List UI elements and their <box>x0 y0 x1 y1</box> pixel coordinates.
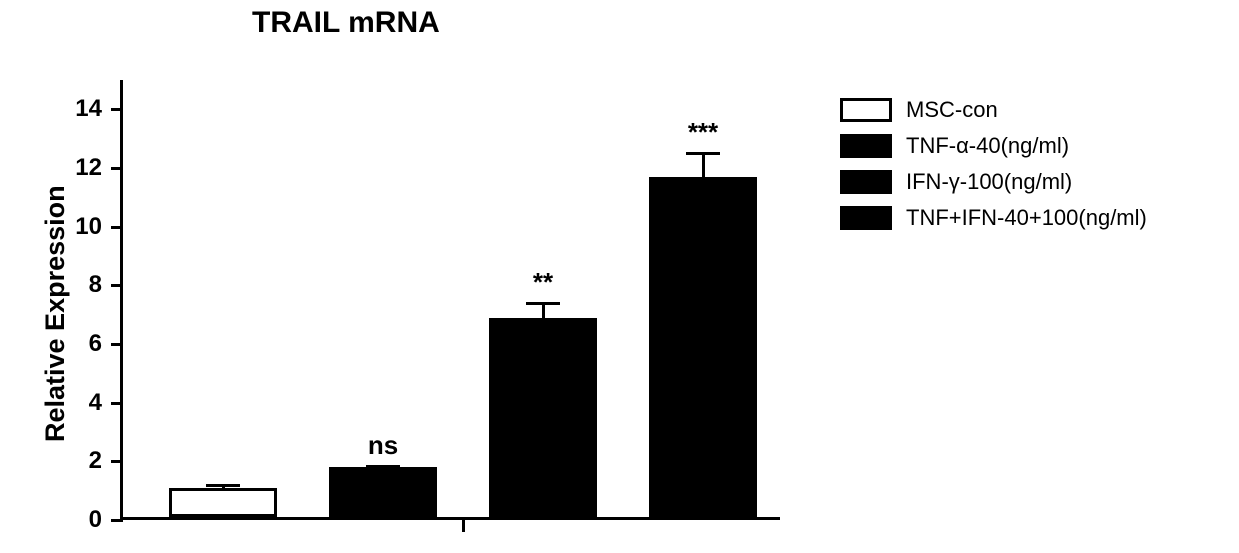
error-cap <box>366 465 400 468</box>
y-tick-label: 10 <box>52 213 102 241</box>
bar <box>169 488 277 517</box>
significance-annotation: ns <box>323 430 443 461</box>
legend-swatch <box>840 134 892 158</box>
bar <box>489 318 597 517</box>
legend-label: MSC-con <box>906 97 998 123</box>
y-tick-label: 6 <box>52 330 102 358</box>
y-tick <box>111 108 123 111</box>
y-tick-label: 4 <box>52 389 102 417</box>
significance-annotation: ** <box>483 267 603 298</box>
legend-swatch <box>840 98 892 122</box>
legend-item: TNF-α-40(ng/ml) <box>840 128 1147 164</box>
y-tick <box>111 284 123 287</box>
bar <box>649 177 757 517</box>
legend-label: IFN-γ-100(ng/ml) <box>906 169 1072 195</box>
y-tick <box>111 167 123 170</box>
error-bar <box>542 303 545 321</box>
y-tick-label: 14 <box>52 95 102 123</box>
legend-label: TNF-α-40(ng/ml) <box>906 133 1069 159</box>
legend-item: TNF+IFN-40+100(ng/ml) <box>840 200 1147 236</box>
error-bar <box>702 153 705 179</box>
y-tick-label: 0 <box>52 506 102 534</box>
y-tick <box>111 460 123 463</box>
significance-annotation: *** <box>643 117 763 148</box>
y-tick <box>111 519 123 522</box>
error-cap <box>526 302 560 305</box>
y-tick <box>111 402 123 405</box>
legend-label: TNF+IFN-40+100(ng/ml) <box>906 205 1147 231</box>
legend-swatch <box>840 206 892 230</box>
y-tick <box>111 226 123 229</box>
x-tick <box>462 520 465 532</box>
error-cap <box>206 484 240 487</box>
y-tick-label: 8 <box>52 271 102 299</box>
legend-swatch <box>840 170 892 194</box>
plot-area: ns***** <box>120 80 780 520</box>
y-tick <box>111 343 123 346</box>
y-tick-label: 2 <box>52 447 102 475</box>
chart-title: TRAIL mRNA <box>252 6 440 40</box>
legend-item: MSC-con <box>840 92 1147 128</box>
bar <box>329 467 437 517</box>
figure-root: TRAIL mRNA Relative Expression ns***** M… <box>0 0 1239 553</box>
error-cap <box>686 152 720 155</box>
y-tick-label: 12 <box>52 154 102 182</box>
legend-item: IFN-γ-100(ng/ml) <box>840 164 1147 200</box>
legend: MSC-con TNF-α-40(ng/ml) IFN-γ-100(ng/ml) TN… <box>840 92 1147 236</box>
